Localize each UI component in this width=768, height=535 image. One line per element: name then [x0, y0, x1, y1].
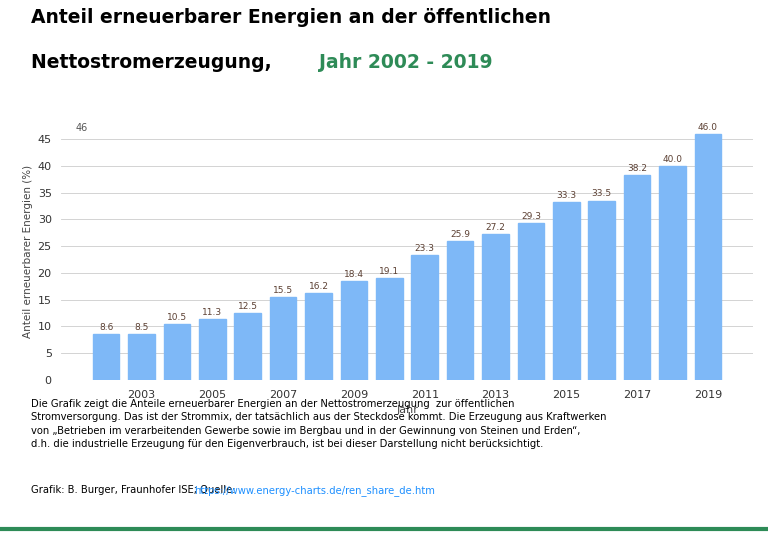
- Text: 38.2: 38.2: [627, 164, 647, 173]
- Text: 18.4: 18.4: [344, 270, 364, 279]
- Bar: [412, 255, 438, 380]
- Text: 25.9: 25.9: [450, 230, 470, 239]
- Bar: [447, 241, 473, 380]
- Text: 19.1: 19.1: [379, 266, 399, 276]
- Bar: [553, 202, 580, 380]
- Text: 27.2: 27.2: [485, 223, 505, 232]
- Bar: [93, 334, 119, 380]
- Text: Grafik: B. Burger, Fraunhofer ISE; Quelle:: Grafik: B. Burger, Fraunhofer ISE; Quell…: [31, 485, 238, 495]
- Y-axis label: Anteil erneuerbarer Energien (%): Anteil erneuerbarer Energien (%): [24, 165, 34, 338]
- Text: Nettostromerzeugung,: Nettostromerzeugung,: [31, 54, 278, 73]
- Text: 8.5: 8.5: [134, 323, 149, 332]
- Text: Anteil erneuerbarer Energien an der öffentlichen: Anteil erneuerbarer Energien an der öffe…: [31, 8, 551, 27]
- Text: 10.5: 10.5: [167, 312, 187, 322]
- Text: 46: 46: [75, 123, 88, 133]
- Text: 16.2: 16.2: [309, 282, 329, 291]
- Bar: [695, 134, 721, 380]
- Bar: [482, 234, 509, 380]
- Bar: [341, 281, 367, 380]
- Text: Jahr 2002 - 2019: Jahr 2002 - 2019: [319, 54, 492, 73]
- Text: 15.5: 15.5: [273, 286, 293, 295]
- X-axis label: Jahr: Jahr: [396, 405, 418, 415]
- Text: 33.3: 33.3: [556, 190, 577, 200]
- Bar: [234, 313, 261, 380]
- Bar: [659, 166, 686, 380]
- Text: 8.6: 8.6: [99, 323, 114, 332]
- Text: 23.3: 23.3: [415, 244, 435, 253]
- Text: 33.5: 33.5: [591, 189, 612, 198]
- Bar: [305, 293, 332, 380]
- Text: Die Grafik zeigt die Anteile erneuerbarer Energien an der Nettostromerzeugung  z: Die Grafik zeigt die Anteile erneuerbare…: [31, 399, 606, 449]
- Text: 46.0: 46.0: [698, 123, 718, 132]
- Text: 11.3: 11.3: [202, 308, 223, 317]
- Text: 29.3: 29.3: [521, 212, 541, 221]
- Bar: [164, 324, 190, 380]
- Text: 40.0: 40.0: [663, 155, 683, 164]
- Bar: [199, 319, 226, 380]
- Bar: [588, 201, 615, 380]
- Bar: [624, 175, 650, 380]
- Bar: [376, 278, 402, 380]
- Bar: [270, 297, 296, 380]
- Bar: [518, 223, 545, 380]
- Bar: [128, 334, 155, 380]
- Text: 12.5: 12.5: [238, 302, 258, 311]
- Text: https://www.energy-charts.de/ren_share_de.htm: https://www.energy-charts.de/ren_share_d…: [194, 485, 435, 496]
